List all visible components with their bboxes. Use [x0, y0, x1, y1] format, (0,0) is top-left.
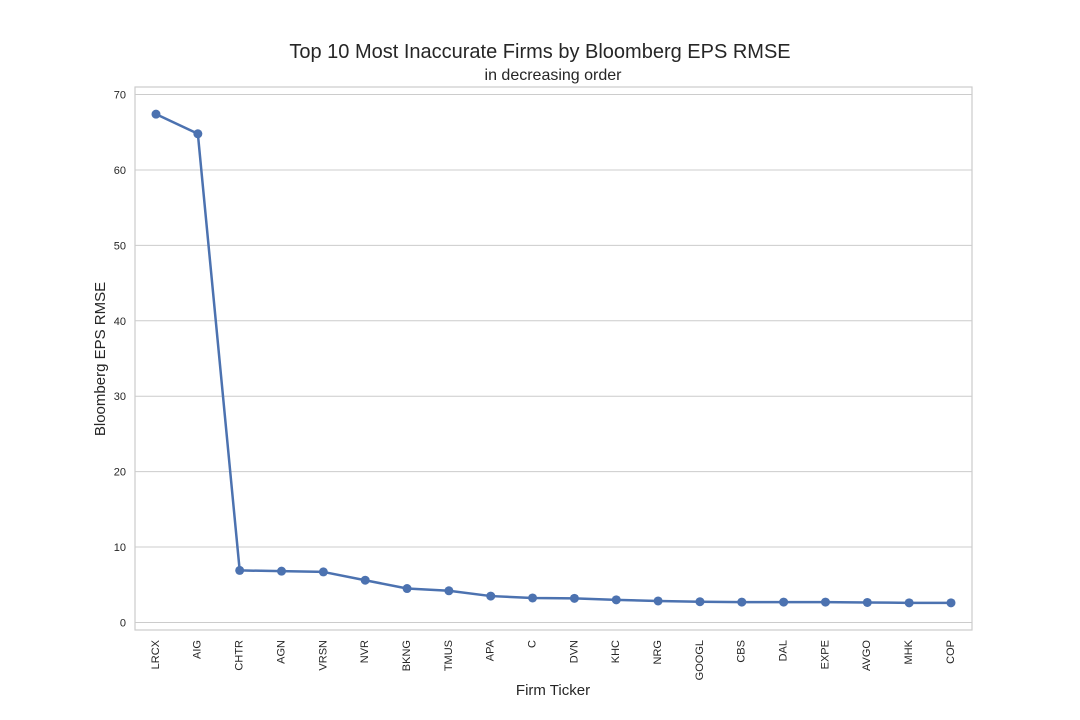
y-tick-label: 60 [114, 165, 126, 177]
data-point [695, 597, 705, 607]
data-point [402, 584, 412, 594]
data-point [737, 597, 747, 607]
y-tick-label: 20 [114, 467, 126, 479]
x-tick-label: DVN [568, 640, 580, 663]
series-line [155, 113, 951, 605]
x-tick-label: CBS [736, 640, 748, 663]
x-tick-label: CHTR [234, 640, 246, 671]
data-point [862, 597, 872, 607]
data-point [569, 593, 579, 603]
x-tick-label: AIG [192, 640, 204, 659]
x-tick-label: NVR [359, 640, 371, 663]
plot-frame [134, 86, 973, 631]
x-tick-label: AVGO [861, 640, 873, 671]
y-tick-label: 70 [114, 90, 126, 102]
data-point [779, 597, 789, 607]
x-tick-label: AGN [275, 640, 287, 664]
data-point [318, 567, 328, 577]
x-tick-label: APA [485, 639, 497, 661]
x-axis-label: Firm Ticker [516, 682, 590, 699]
data-point [528, 593, 538, 603]
data-point [946, 598, 956, 608]
x-tick-label: C [526, 640, 538, 648]
data-point [486, 591, 496, 601]
y-tick-label: 10 [114, 542, 126, 554]
data-point [235, 565, 245, 575]
data-point [904, 598, 914, 608]
chart-title: Top 10 Most Inaccurate Firms by Bloomber… [289, 41, 790, 63]
data-points [151, 109, 956, 608]
data-point [820, 597, 830, 607]
x-tick-label: GOOGL [694, 640, 706, 680]
x-tick-label: LRCX [150, 639, 162, 669]
x-tick-label: EXPE [819, 640, 831, 669]
chart-subtitle: in decreasing order [485, 67, 623, 84]
x-tick-label: KHC [610, 640, 622, 663]
data-point [151, 109, 161, 119]
x-tick-label: COP [945, 640, 957, 664]
x-tick-label: MHK [903, 639, 915, 664]
y-tick-label: 0 [120, 617, 126, 629]
data-point [653, 596, 663, 606]
y-tick-label: 40 [114, 316, 126, 328]
data-point [611, 595, 621, 605]
x-tick-label: DAL [778, 640, 790, 661]
x-tick-labels: LRCX AIG CHTR AGN VRSN NVR BKNG TMUS APA C DVN KHC N… [150, 639, 957, 680]
x-tick-label: VRSN [317, 640, 329, 671]
x-tick-label: BKNG [401, 640, 413, 671]
data-point [444, 586, 454, 596]
gridlines [135, 94, 972, 623]
y-tick-label: 50 [114, 240, 126, 252]
y-tick-labels: 0 10 20 30 40 50 60 70 [114, 90, 126, 630]
data-point [277, 566, 287, 576]
y-axis-label: Bloomberg EPS RMSE [92, 282, 109, 436]
y-tick-label: 30 [114, 391, 126, 403]
x-tick-label: TMUS [443, 640, 455, 671]
x-tick-label: NRG [652, 640, 664, 664]
data-point [360, 575, 370, 585]
data-point [193, 129, 203, 139]
